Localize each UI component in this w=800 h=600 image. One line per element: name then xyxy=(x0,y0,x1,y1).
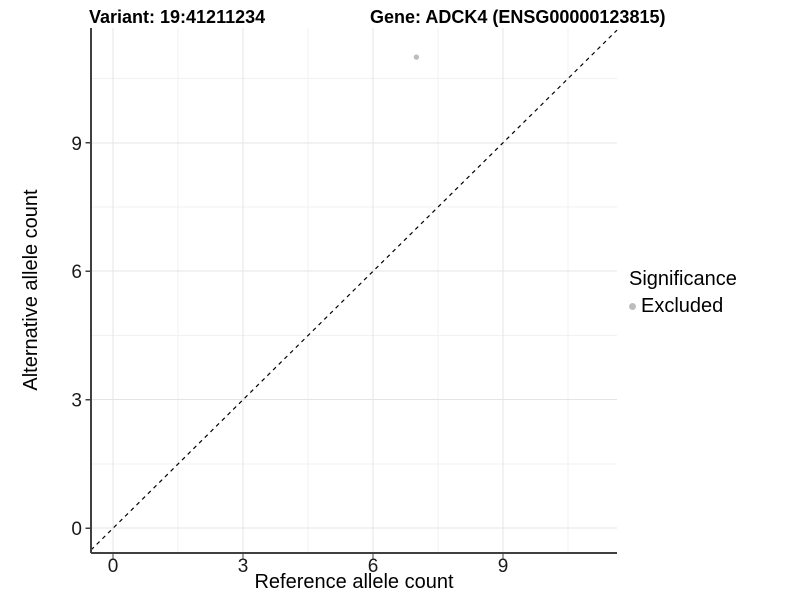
x-tick-label: 9 xyxy=(498,556,509,577)
y-tick-label: 3 xyxy=(71,391,82,412)
plot-title-gene: Gene: ADCK4 (ENSG00000123815) xyxy=(370,7,666,27)
plot-title-variant: Variant: 19:41211234 xyxy=(89,7,266,27)
y-axis-title: Alternative allele count xyxy=(20,189,42,391)
y-tick-label: 0 xyxy=(71,519,82,540)
y-tick-label: 6 xyxy=(71,262,82,283)
identity-line xyxy=(90,29,618,551)
legend-title: Significance xyxy=(629,268,737,290)
data-point-excluded xyxy=(413,54,420,60)
x-tick-label: 3 xyxy=(238,556,249,577)
legend: Significance Excluded xyxy=(629,267,737,318)
x-tick-label: 0 xyxy=(108,556,119,577)
excluded-point-swatch-icon xyxy=(629,303,636,310)
legend-item-label: Excluded xyxy=(641,295,724,317)
y-tick-label: 9 xyxy=(71,134,82,155)
x-tick-label: 6 xyxy=(368,556,379,577)
legend-item-excluded: Excluded xyxy=(629,295,737,318)
x-axis-title: Reference allele count xyxy=(254,571,454,593)
